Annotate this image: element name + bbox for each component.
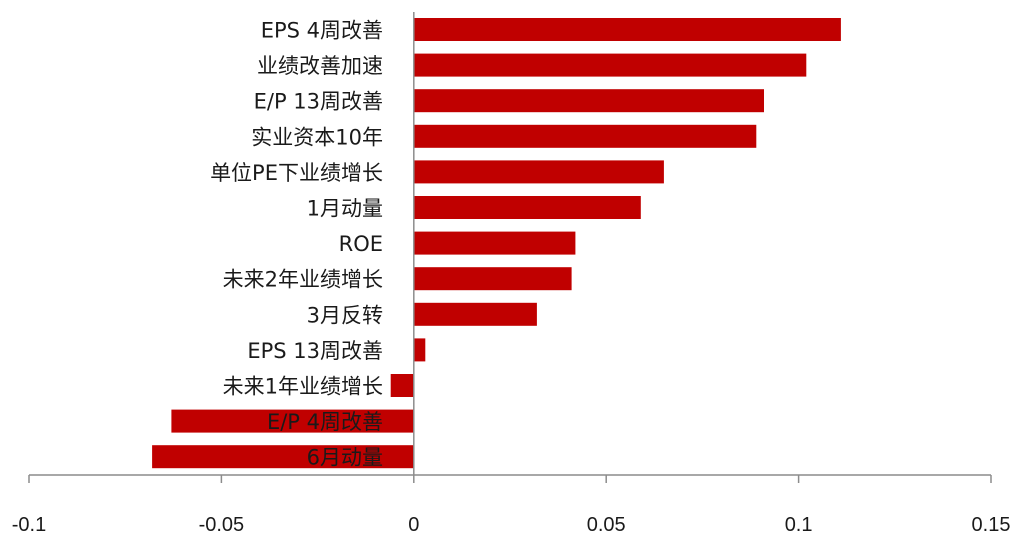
category-label: 3月反转 [307, 303, 383, 327]
x-tick-label: 0 [408, 514, 419, 536]
category-label: 6月动量 [307, 446, 383, 470]
x-tick-label: 0.15 [972, 514, 1011, 536]
bar-0 [413, 18, 841, 41]
category-label: ROE [339, 232, 383, 256]
bar-11 [171, 409, 414, 433]
category-label: 1月动量 [307, 197, 383, 221]
bars-group [152, 18, 841, 469]
bar-4 [413, 160, 664, 184]
category-label: EPS 4周改善 [261, 19, 383, 43]
category-label: EPS 13周改善 [247, 339, 383, 363]
category-label: E/P 13周改善 [254, 90, 383, 114]
x-tick-label: -0.05 [199, 514, 245, 536]
category-label: 单位PE下业绩增长 [210, 161, 383, 185]
bar-9 [413, 338, 426, 362]
bar-5 [413, 196, 641, 219]
x-tick-label: 0.05 [587, 514, 626, 536]
category-label: 实业资本10年 [251, 125, 383, 149]
x-tick-label: -0.1 [12, 514, 46, 536]
bar-12 [152, 445, 414, 469]
bar-2 [413, 89, 764, 113]
bar-10 [390, 374, 414, 397]
category-label: 业绩改善加速 [257, 54, 383, 78]
x-ticks-group: -0.1 -0.05 0 0.05 0.1 0.15 [12, 12, 1011, 536]
bar-7 [413, 267, 572, 291]
bar-1 [413, 53, 807, 77]
bar-6 [413, 231, 576, 255]
bar-8 [413, 302, 537, 326]
category-label: E/P 4周改善 [267, 410, 383, 434]
bar-3 [413, 124, 757, 148]
category-label: 未来2年业绩增长 [223, 268, 383, 292]
category-label: 未来1年业绩增长 [223, 375, 383, 399]
x-tick-label: 0.1 [785, 514, 813, 536]
